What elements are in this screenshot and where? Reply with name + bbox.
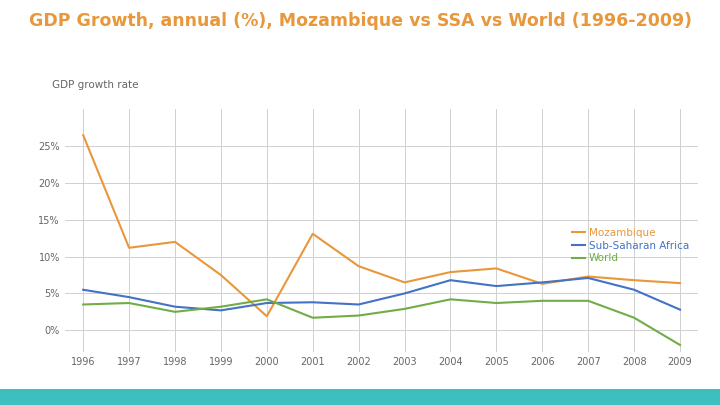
Legend: Mozambique, Sub-Saharan Africa, World: Mozambique, Sub-Saharan Africa, World xyxy=(568,224,693,267)
Text: GDP growth rate: GDP growth rate xyxy=(52,80,139,90)
Text: GDP Growth, annual (%), Mozambique vs SSA vs World (1996-2009): GDP Growth, annual (%), Mozambique vs SS… xyxy=(29,12,692,30)
